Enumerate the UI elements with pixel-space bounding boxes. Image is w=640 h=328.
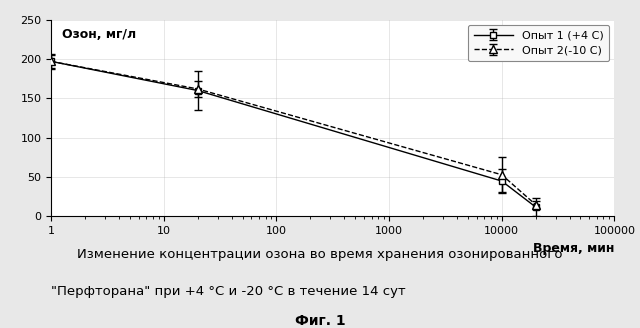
Text: Озон, мг/л: Озон, мг/л <box>63 28 136 41</box>
Text: Изменение концентрации озона во время хранения озонированного: Изменение концентрации озона во время хр… <box>77 248 563 261</box>
Text: "Перфторана" при +4 °C и -20 °C в течение 14 сут: "Перфторана" при +4 °C и -20 °C в течени… <box>51 285 406 298</box>
Text: Фиг. 1: Фиг. 1 <box>294 315 346 328</box>
Legend: Опыт 1 (+4 C), Опыт 2(-10 C): Опыт 1 (+4 C), Опыт 2(-10 C) <box>468 25 609 61</box>
Text: Время, мин: Время, мин <box>533 242 614 255</box>
